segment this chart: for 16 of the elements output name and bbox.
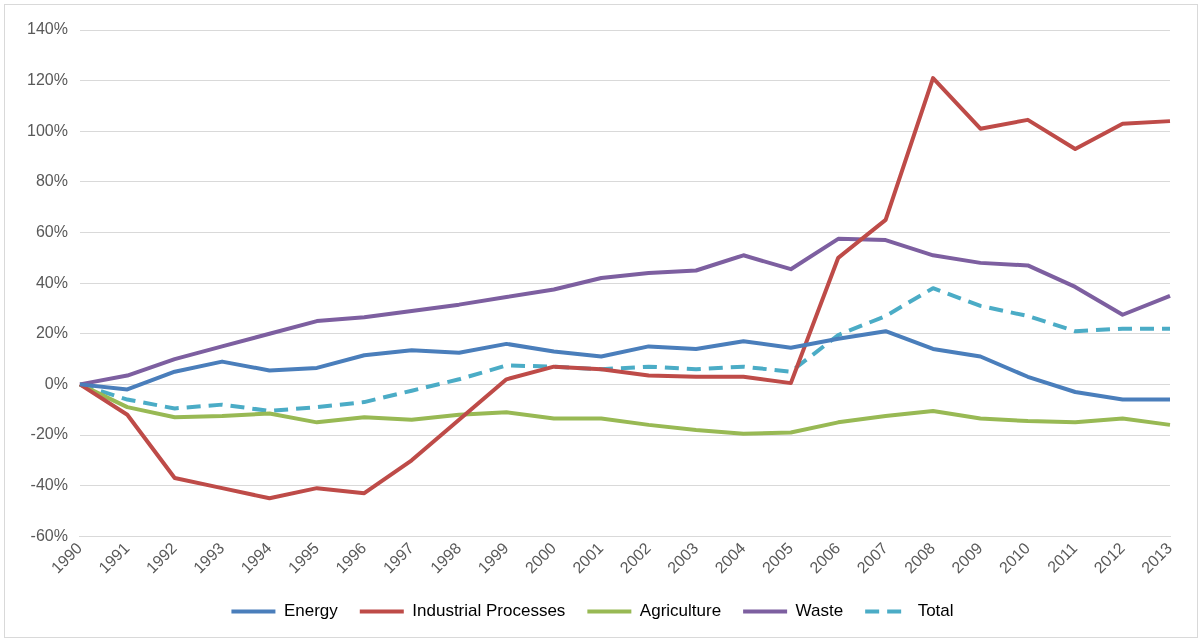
y-tick-label: -60% (30, 526, 68, 544)
legend-label: Agriculture (639, 601, 722, 621)
legend-label: Industrial Processes (412, 601, 566, 621)
y-tick-label: 40% (35, 273, 68, 291)
legend-label: Total (917, 601, 954, 621)
y-tick-label: 120% (27, 71, 68, 89)
y-tick-label: 20% (35, 324, 68, 342)
y-tick-label: 100% (27, 121, 68, 139)
y-tick-label: -40% (30, 476, 68, 494)
y-tick-label: -20% (30, 425, 68, 443)
y-tick-label: 60% (35, 222, 68, 240)
legend-label: Energy (283, 601, 339, 621)
y-tick-label: 80% (35, 172, 68, 190)
y-tick-label: 0% (44, 374, 68, 392)
legend-label: Waste (795, 601, 844, 621)
y-tick-label: 140% (27, 20, 68, 38)
